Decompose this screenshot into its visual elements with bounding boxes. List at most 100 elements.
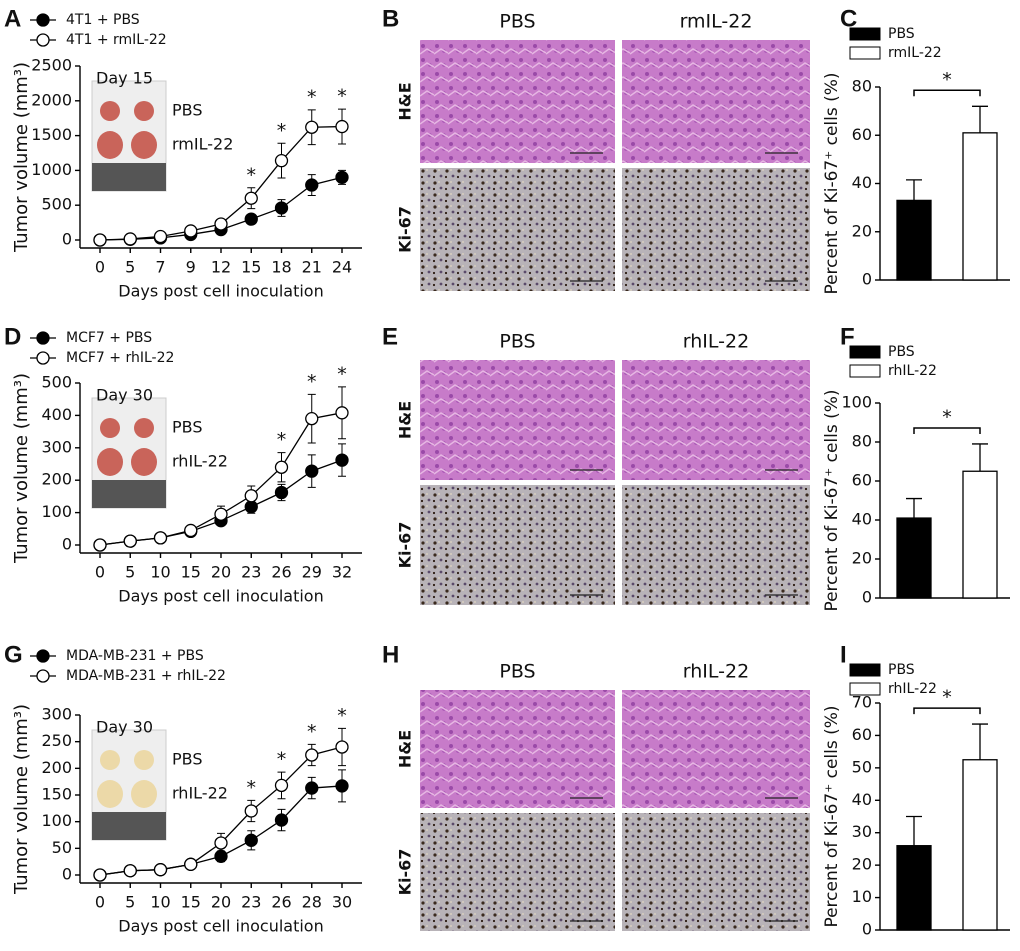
- significance: *: [942, 69, 952, 91]
- panel-letter: I: [840, 641, 847, 668]
- x-tick-label: 5: [125, 893, 135, 912]
- tumor: [97, 780, 123, 808]
- inset-ruler: [92, 480, 166, 508]
- data-point: [244, 191, 258, 205]
- y-tick-label: 300: [41, 705, 72, 724]
- row-label: H&E: [396, 82, 415, 120]
- data-point: [123, 232, 137, 246]
- data-point: [244, 489, 258, 503]
- micrograph: [622, 168, 810, 291]
- y-tick-label: 0: [862, 588, 872, 607]
- error-bar: [906, 497, 922, 519]
- legend-label: MDA-MB-231 + rhIL-22: [66, 668, 226, 684]
- inset-label: PBS: [172, 750, 203, 769]
- tumor: [97, 448, 123, 476]
- data-point: [93, 538, 107, 552]
- column-header: rhIL-22: [683, 661, 749, 683]
- inset-label: PBS: [172, 101, 203, 120]
- y-tick-label: 100: [41, 502, 72, 521]
- y-tick-label: 500: [41, 195, 72, 214]
- x-tick-label: 32: [332, 563, 352, 582]
- y-tick-label: 70: [852, 693, 872, 712]
- x-tick-label: 5: [125, 563, 135, 582]
- y-axis-title: Tumor volume (mm³): [11, 704, 32, 895]
- error-bar: [972, 723, 988, 760]
- micrograph: [420, 485, 615, 605]
- y-tick-label: 200: [41, 758, 72, 777]
- data-point: [153, 229, 168, 244]
- y-axis-title: Percent of Ki-67⁺ cells (%): [822, 705, 842, 927]
- data-point: [305, 748, 319, 762]
- column-header: PBS: [499, 11, 535, 33]
- legend-label: PBS: [888, 26, 915, 42]
- data-point: [305, 411, 319, 426]
- x-tick-label: 5: [125, 258, 135, 277]
- panel-letter: C: [840, 5, 857, 32]
- x-tick-label: 20: [211, 563, 231, 582]
- significance-bracket: [913, 89, 981, 97]
- x-tick-label: 15: [181, 893, 201, 912]
- y-tick-label: 300: [41, 437, 72, 456]
- significance: *: [337, 363, 347, 385]
- legend-marker: [36, 351, 50, 365]
- data-point: [305, 781, 319, 795]
- data-point: [184, 857, 198, 871]
- x-tick-label: 26: [271, 893, 291, 912]
- y-axis-title: Percent of Ki-67⁺ cells (%): [822, 389, 842, 611]
- y-tick-label: 0: [862, 920, 872, 939]
- data-point: [214, 217, 228, 231]
- y-tick-label: 1000: [31, 160, 72, 179]
- y-tick-label: 60: [852, 725, 872, 744]
- legend-label: 4T1 + PBS: [66, 12, 140, 28]
- x-tick-label: 23: [241, 893, 261, 912]
- y-tick-label: 250: [41, 731, 72, 750]
- row-label: Ki-67: [396, 206, 415, 253]
- legend-swatch: [849, 682, 881, 696]
- row-label: H&E: [396, 730, 415, 768]
- significance: *: [277, 749, 287, 771]
- y-axis-title: Percent of Ki-67⁺ cells (%): [822, 72, 842, 294]
- x-tick-label: 10: [150, 563, 170, 582]
- significance: *: [307, 721, 317, 743]
- data-point: [305, 120, 319, 134]
- column-header: rmIL-22: [680, 11, 753, 33]
- data-point: [153, 863, 168, 877]
- data-point: [335, 779, 349, 793]
- data-point: [123, 534, 137, 548]
- data-point: [244, 833, 258, 847]
- legend-label: rhIL-22: [888, 681, 937, 697]
- x-tick-label: 20: [211, 893, 231, 912]
- micrograph: [622, 360, 810, 480]
- data-point: [153, 531, 168, 545]
- legend-label: MCF7 + PBS: [66, 330, 152, 346]
- tumor: [100, 750, 120, 770]
- inset-title: Day 30: [96, 386, 153, 405]
- x-tick-label: 15: [181, 563, 201, 582]
- error-bar: [972, 105, 988, 133]
- row-label: Ki-67: [396, 849, 415, 896]
- y-tick-label: 10: [852, 887, 872, 906]
- tumor: [131, 780, 157, 808]
- data-point: [274, 154, 289, 168]
- x-axis-title: Days post cell inoculation: [118, 587, 323, 606]
- bar: [896, 517, 932, 599]
- y-axis-title: Tumor volume (mm³): [11, 373, 32, 564]
- tumor: [100, 418, 120, 438]
- y-tick-label: 60: [852, 125, 872, 144]
- y-tick-label: 100: [41, 811, 72, 830]
- legend-label: rhIL-22: [888, 363, 937, 379]
- tumor: [100, 101, 120, 121]
- y-tick-label: 200: [41, 470, 72, 489]
- bar: [962, 470, 998, 599]
- data-point: [214, 507, 228, 521]
- data-point: [305, 178, 319, 192]
- x-tick-label: 30: [332, 893, 352, 912]
- significance: *: [247, 164, 257, 186]
- significance: *: [942, 406, 952, 428]
- y-tick-label: 500: [41, 373, 72, 392]
- panel-letter: F: [840, 323, 855, 350]
- inset-label: rhIL-22: [172, 452, 228, 471]
- data-point: [123, 864, 137, 878]
- y-tick-label: 400: [41, 405, 72, 424]
